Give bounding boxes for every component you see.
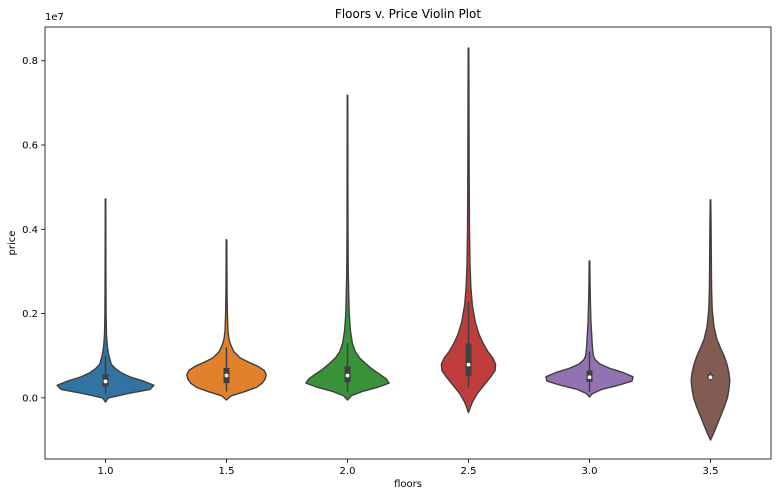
violin-body xyxy=(440,47,497,414)
violin-2.0 xyxy=(305,94,390,401)
x-tick-label: 3.5 xyxy=(703,466,719,477)
violin-body xyxy=(186,239,267,401)
violin-iqr-box xyxy=(465,343,472,376)
y-tick-label: 0.4 xyxy=(22,225,38,236)
violin-median xyxy=(224,373,229,378)
y-tick-label: 0.6 xyxy=(22,141,38,152)
x-tick-label: 1.5 xyxy=(219,466,235,477)
violin-median xyxy=(103,379,108,384)
y-axis: 0.0 0.2 0.4 0.6 0.8 xyxy=(22,56,45,404)
x-tick-label: 1.0 xyxy=(98,466,114,477)
violin-median xyxy=(466,362,471,367)
x-axis: 1.0 1.5 2.0 2.5 3.0 3.5 xyxy=(98,459,719,477)
violin-median xyxy=(587,375,592,380)
violin-2.5 xyxy=(440,47,497,414)
y-axis-label: price xyxy=(7,231,18,256)
violin-median xyxy=(708,375,713,380)
violin-1.0 xyxy=(56,198,155,403)
violin-body xyxy=(690,199,731,441)
y-tick-label: 0.8 xyxy=(22,56,38,67)
violin-body xyxy=(56,198,155,403)
violin-body xyxy=(305,94,390,401)
plot-frame xyxy=(44,26,772,460)
chart-title: Floors v. Price Violin Plot xyxy=(335,7,481,21)
violin-3.0 xyxy=(545,260,634,398)
violin-median xyxy=(345,373,350,378)
x-axis-label: floors xyxy=(394,479,422,490)
violin-1.5 xyxy=(186,239,267,401)
y-tick-label: 0.0 xyxy=(22,393,38,404)
violin-3.5 xyxy=(690,199,731,441)
y-tick-label: 0.2 xyxy=(22,309,38,320)
x-tick-label: 2.5 xyxy=(461,466,477,477)
y-offset-label: 1e7 xyxy=(45,12,64,23)
violins-layer xyxy=(56,47,731,441)
x-tick-label: 3.0 xyxy=(582,466,598,477)
violin-body xyxy=(545,260,634,398)
x-tick-label: 2.0 xyxy=(340,466,356,477)
